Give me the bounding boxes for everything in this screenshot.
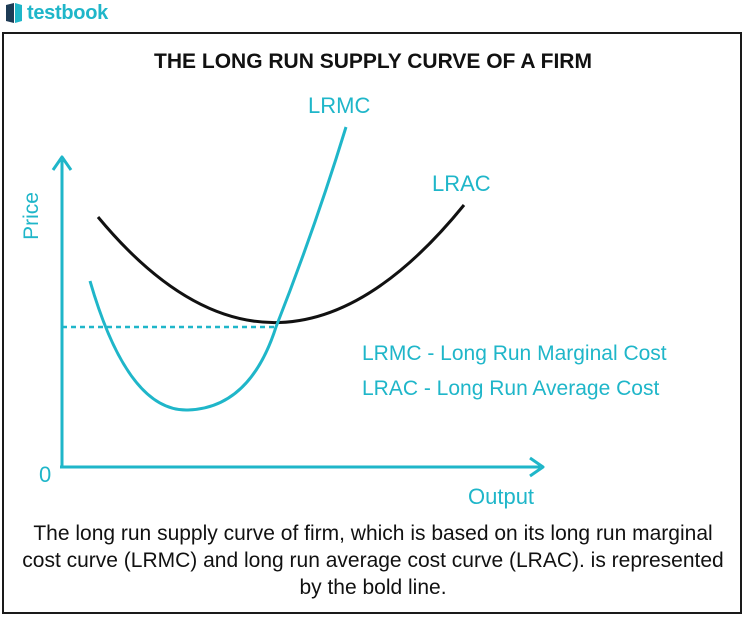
diagram-title: THE LONG RUN SUPPLY CURVE OF A FIRM <box>154 50 592 73</box>
testbook-logo-icon <box>6 3 22 23</box>
origin-label: 0 <box>39 462 52 487</box>
legend-item-lrac: LRAC - Long Run Average Cost <box>362 377 660 400</box>
legend-item-lrmc: LRMC - Long Run Marginal Cost <box>362 342 667 365</box>
lrac-curve <box>96 204 466 325</box>
brand: testbook <box>4 0 108 26</box>
y-axis-arrow <box>51 155 73 171</box>
lrmc-curve <box>88 126 348 412</box>
y-axis-label: Price <box>20 192 43 240</box>
lrmc-curve-label: LRMC <box>308 93 371 118</box>
diagram-frame <box>2 32 742 614</box>
brand-name: testbook <box>27 1 108 24</box>
diagram-caption: The long run supply curve of firm, which… <box>22 522 724 599</box>
x-axis-arrow <box>529 456 545 478</box>
x-axis-label: Output <box>468 484 535 509</box>
lrac-curve-label: LRAC <box>432 171 491 196</box>
